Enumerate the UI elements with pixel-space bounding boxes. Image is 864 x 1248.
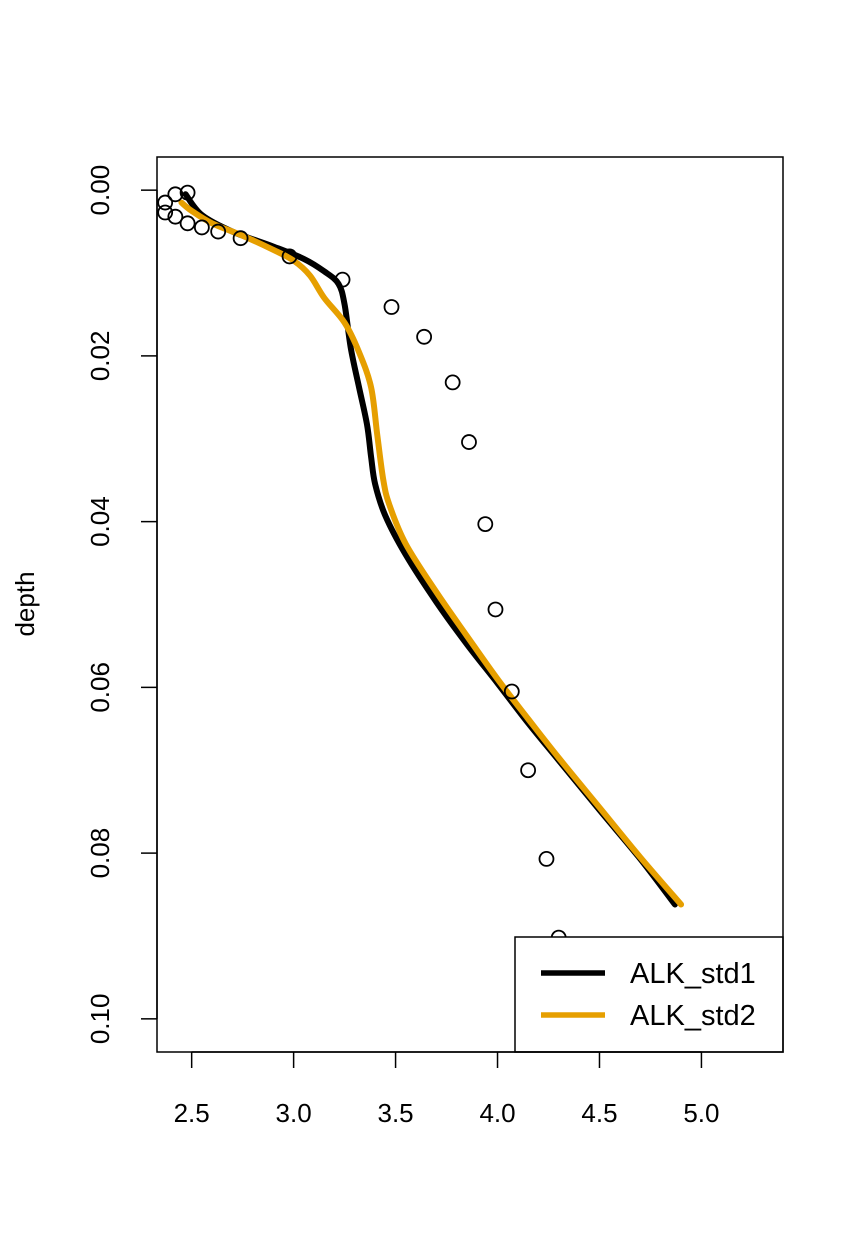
data-point bbox=[210, 223, 227, 240]
x-tick-label: 3.5 bbox=[377, 1098, 413, 1128]
data-point bbox=[232, 230, 249, 247]
series-line-alk-std1 bbox=[182, 191, 678, 908]
data-point bbox=[477, 516, 494, 533]
points-layer bbox=[157, 184, 583, 1012]
x-tick-label: 2.5 bbox=[174, 1098, 210, 1128]
data-point bbox=[461, 434, 477, 450]
data-point bbox=[157, 204, 174, 221]
x-tick-label: 5.0 bbox=[683, 1098, 719, 1128]
plot-frame bbox=[156, 156, 784, 1053]
data-point bbox=[334, 271, 351, 288]
x-axis: 2.5 3.0 3.5 4.0 4.5 5.0 bbox=[174, 1051, 720, 1128]
y-axis: 0.00 0.02 0.04 0.06 0.08 0.10 bbox=[85, 165, 158, 1045]
x-tick-label: 4.5 bbox=[581, 1098, 617, 1128]
data-point bbox=[179, 184, 196, 201]
data-point bbox=[538, 851, 555, 867]
x-tick-label: 3.0 bbox=[276, 1098, 312, 1128]
series-layer bbox=[178, 191, 685, 908]
y-tick-label: 0.04 bbox=[85, 496, 115, 547]
legend-label-alk-std1: ALK_std1 bbox=[630, 958, 756, 990]
data-point bbox=[193, 219, 210, 236]
series-line-alk-std2 bbox=[178, 199, 685, 908]
y-tick-label: 0.00 bbox=[85, 165, 115, 216]
y-axis-title: depth bbox=[10, 571, 40, 636]
data-point bbox=[383, 299, 400, 315]
data-point bbox=[503, 683, 520, 700]
y-tick-label: 0.08 bbox=[85, 828, 115, 879]
data-point bbox=[281, 248, 298, 265]
data-point bbox=[487, 601, 504, 618]
y-tick-label: 0.10 bbox=[85, 994, 115, 1045]
legend-box bbox=[514, 936, 784, 1053]
data-point bbox=[416, 328, 433, 345]
data-point bbox=[179, 215, 196, 232]
data-point bbox=[167, 186, 184, 203]
data-point bbox=[520, 762, 537, 779]
data-point bbox=[167, 208, 184, 225]
data-point bbox=[444, 374, 461, 391]
y-tick-label: 0.02 bbox=[85, 331, 115, 382]
legend: ALK_std1 ALK_std2 bbox=[514, 936, 784, 1053]
data-point bbox=[157, 194, 174, 211]
legend-label-alk-std2: ALK_std2 bbox=[630, 1000, 756, 1032]
x-tick-label: 4.0 bbox=[479, 1098, 515, 1128]
y-tick-label: 0.06 bbox=[85, 662, 115, 713]
